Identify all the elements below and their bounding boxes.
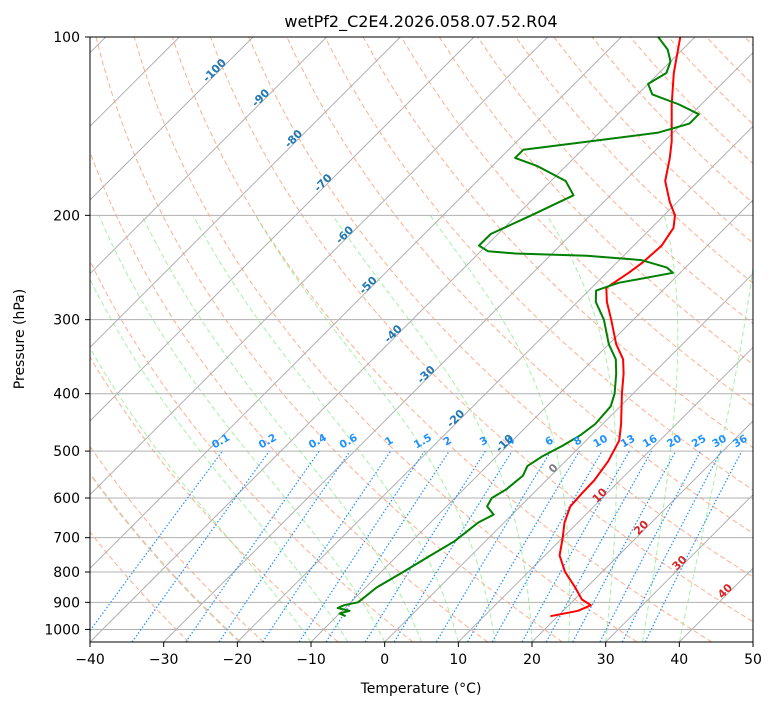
mixing-ratio-line (298, 450, 425, 642)
x-tick-label: 10 (449, 652, 467, 668)
isotherm-line (310, 199, 753, 642)
isotherm-line (605, 493, 753, 642)
moist-adiabat (642, 215, 679, 642)
mixing-ratio-line (644, 450, 743, 642)
moist-adiabat (546, 215, 617, 642)
dry-adiabat (133, 37, 638, 642)
mixing-ratio-line (572, 450, 677, 642)
dry-adiabat (210, 37, 753, 623)
moist-adiabat (429, 215, 571, 642)
y-tick-label: 200 (53, 208, 80, 224)
moist-adiabat (192, 215, 459, 642)
y-tick-label: 800 (53, 565, 80, 581)
x-tick-label: −20 (223, 652, 253, 668)
y-tick-label: 600 (53, 491, 80, 507)
isotherm-line (163, 51, 753, 642)
moist-adiabat (90, 347, 312, 642)
moist-adiabat (141, 215, 422, 642)
isotherm-line (90, 37, 328, 275)
mixing-ratio-line (185, 450, 320, 642)
isotherm-line (457, 346, 753, 642)
mixing-ratio-line (90, 450, 223, 632)
x-axis-label: Temperature (°C) (360, 681, 482, 697)
x-tick-label: 40 (670, 652, 688, 668)
plot-frame (89, 36, 754, 643)
axes: −40 −30 −20 −10 0 10 20 30 40 50 100 200 300 400 500 60… (44, 30, 762, 668)
x-tick-label: 30 (597, 652, 615, 668)
isotherm-line (236, 125, 753, 642)
mixing-ratio-line (435, 450, 552, 642)
y-tick-label: 700 (53, 531, 80, 547)
background-grid (90, 37, 753, 642)
mixing-ratio-line (364, 450, 486, 642)
isotherm-line (384, 272, 753, 642)
dry-adiabat (90, 445, 264, 642)
isotherm-line (90, 37, 622, 570)
dry-adiabat (90, 356, 339, 642)
isotherm-line (90, 37, 401, 349)
x-tick-label: 0 (380, 652, 389, 668)
isotherm-line (531, 420, 753, 642)
dry-adiabat (95, 37, 563, 642)
y-tick-label: 900 (53, 595, 80, 611)
isotherm-line (90, 37, 475, 422)
y-tick-label: 300 (53, 313, 80, 329)
chart-title: wetPf2_C2E4.2026.058.07.52.R04 (284, 12, 557, 32)
mixing-ratio-line (131, 450, 270, 642)
dry-adiabat (90, 150, 488, 642)
mixing-ratio-line (218, 450, 351, 642)
x-tick-label: −40 (75, 652, 105, 668)
moist-adiabat (678, 263, 753, 642)
dry-adiabat (438, 37, 753, 366)
temperature-profile-line (550, 37, 682, 618)
y-tick-label: 1000 (44, 622, 80, 638)
reference-curve (90, 472, 241, 642)
mixing-ratio-line (521, 450, 631, 642)
moist-adiabat (254, 215, 496, 642)
isotherm-line (90, 37, 549, 496)
dry-adiabat (90, 531, 190, 642)
mixing-ratio-line (325, 450, 450, 642)
x-tick-label: 20 (523, 652, 541, 668)
mixing-ratio-line (393, 450, 513, 642)
y-tick-label: 100 (53, 30, 80, 46)
data-series (336, 37, 700, 618)
y-tick-label: 500 (53, 444, 80, 460)
x-tick-label: 50 (744, 652, 762, 668)
moist-adiabat (98, 215, 386, 642)
mixing-ratio-line (599, 450, 702, 642)
y-tick-label: 400 (53, 387, 80, 403)
dry-adiabat (324, 37, 753, 491)
dry-adiabat (171, 37, 712, 642)
isotherm-line (90, 37, 254, 201)
moist-adiabat (90, 278, 349, 642)
y-axis-label: Pressure (hPa) (12, 289, 28, 389)
dry-adiabat (248, 37, 753, 578)
x-tick-label: −30 (149, 652, 179, 668)
mixing-ratio-line (621, 450, 722, 642)
isotherm-line (90, 37, 696, 642)
dewpoint-profile-line (336, 37, 700, 618)
mixing-ratio-line (545, 450, 653, 642)
x-tick-label: −10 (296, 652, 326, 668)
mixing-ratio-line (262, 450, 392, 642)
dry-adiabat (400, 37, 753, 407)
